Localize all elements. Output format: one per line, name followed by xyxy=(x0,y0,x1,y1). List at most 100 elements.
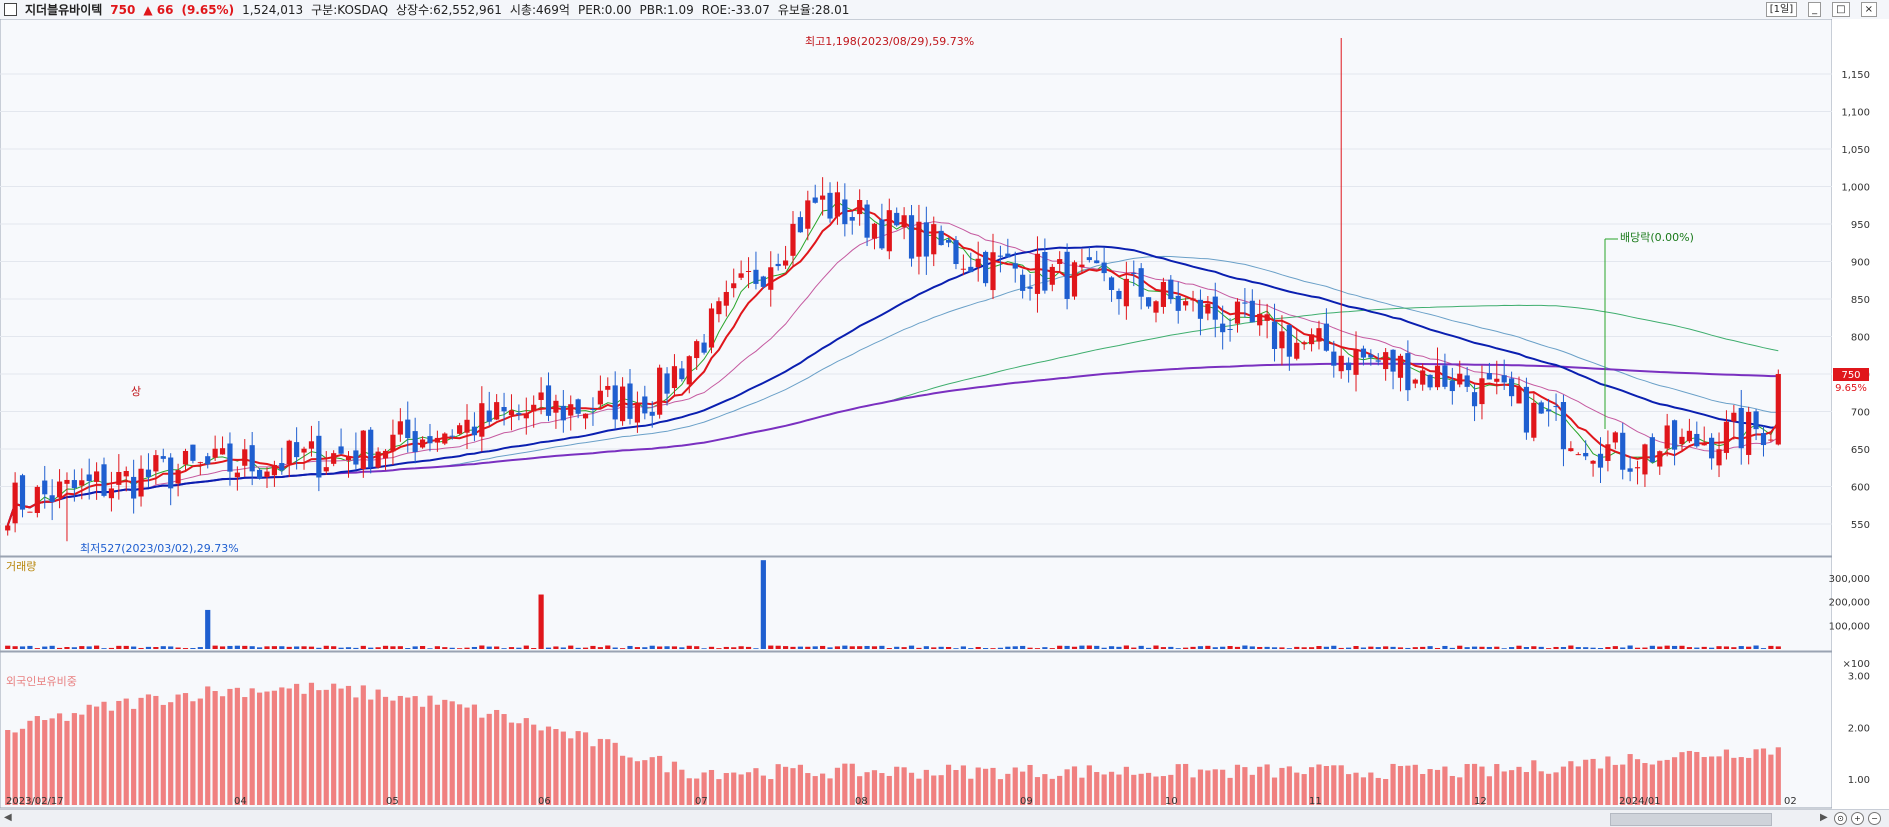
scroll-left-icon[interactable]: ◀ xyxy=(4,812,12,823)
volume-bar xyxy=(1079,645,1085,649)
foreign-bar xyxy=(205,686,211,805)
zoom-in-icon[interactable]: + xyxy=(1851,812,1864,825)
maximize-icon[interactable]: □ xyxy=(1832,2,1850,17)
candle-body xyxy=(375,451,381,468)
volume-bar xyxy=(508,647,515,649)
volume-bar xyxy=(797,646,803,649)
foreign-bar xyxy=(582,732,589,805)
volume-bar xyxy=(101,648,107,649)
candle-body xyxy=(64,479,70,484)
foreign-bar xyxy=(1560,766,1567,805)
candle-body xyxy=(168,457,174,489)
foreign-bar xyxy=(486,713,492,805)
candle-body xyxy=(182,450,189,465)
volume-bar xyxy=(1501,648,1507,649)
scroll-right-icon[interactable]: ▶ xyxy=(1820,812,1828,823)
foreign-bar xyxy=(123,698,129,805)
chart-area[interactable]: 550 600 650 700 750 800 850 900 950 1,000 1,050 1,1… xyxy=(0,19,1889,809)
select-checkbox[interactable] xyxy=(4,3,17,16)
volume-bar xyxy=(945,646,952,649)
zoom-fit-icon[interactable]: ⊙ xyxy=(1834,812,1847,825)
zoom-out-icon[interactable]: − xyxy=(1868,812,1881,825)
horizontal-scrollbar[interactable]: ◀ ▶ ⊙ + − xyxy=(0,809,1889,827)
candle-body xyxy=(131,476,137,499)
scrollbar-thumb[interactable] xyxy=(1610,813,1772,826)
candle-body xyxy=(1012,263,1018,269)
candle-body xyxy=(1723,421,1730,453)
foreign-bar xyxy=(820,773,826,805)
foreign-bar xyxy=(1597,768,1604,805)
candle-body xyxy=(457,425,463,434)
volume-bar xyxy=(745,646,752,649)
volume-bar xyxy=(642,647,648,649)
x-tick-label: 04 xyxy=(234,796,247,807)
volume-bar xyxy=(1368,646,1374,649)
foreign-bar xyxy=(331,683,337,805)
volume-bar xyxy=(1627,645,1633,649)
close-icon[interactable]: × xyxy=(1860,2,1877,17)
volume-bar xyxy=(205,609,211,649)
volume-bar xyxy=(516,647,522,649)
foreign-bar xyxy=(1523,772,1530,805)
foreign-bar xyxy=(983,768,989,805)
candle-body xyxy=(864,204,870,238)
volume-bar xyxy=(827,647,833,649)
foreign-bar xyxy=(449,701,455,805)
candle-body xyxy=(679,368,685,380)
candle-body xyxy=(242,449,248,466)
volume-bar xyxy=(123,645,129,649)
candle-body xyxy=(1190,298,1196,301)
volume-bar xyxy=(1353,646,1359,649)
foreign-bar xyxy=(679,769,685,805)
price-tag-box xyxy=(1833,368,1869,381)
volume-bar xyxy=(1664,645,1670,649)
candle-body xyxy=(1183,301,1189,306)
foreign-bar xyxy=(1760,748,1767,805)
foreign-bar xyxy=(760,775,766,805)
volume-bar xyxy=(345,647,352,649)
candle-body xyxy=(1434,365,1441,388)
foreign-bar xyxy=(1079,777,1085,805)
candle-body xyxy=(1501,375,1507,383)
foreign-bar xyxy=(56,713,63,805)
foreign-bar xyxy=(627,757,633,805)
volume-bar xyxy=(842,645,848,649)
candle-body xyxy=(768,267,774,290)
candle-body xyxy=(331,453,337,464)
volume-bar xyxy=(1434,647,1441,649)
foreign-bar xyxy=(197,698,203,805)
foreign-bar xyxy=(464,707,470,805)
foreign-bar xyxy=(5,730,11,805)
volume-bar xyxy=(286,646,292,649)
candle-body xyxy=(849,217,855,221)
period-button[interactable]: [1일] xyxy=(1765,2,1798,17)
volume-bar xyxy=(1546,648,1552,649)
candle-body xyxy=(960,268,966,270)
foreign-bar xyxy=(1353,772,1359,805)
price-tick-label: 650 xyxy=(1851,445,1870,456)
foreign-bar xyxy=(1701,757,1707,805)
candle-body xyxy=(1634,467,1641,469)
candle-body xyxy=(1590,460,1596,464)
candle-body xyxy=(338,446,344,454)
x-tick-label: 09 xyxy=(1020,796,1033,807)
volume-bar xyxy=(1464,647,1470,649)
candle-body xyxy=(197,462,203,464)
price-tick-label: 1,050 xyxy=(1841,145,1870,156)
candle-body xyxy=(1101,262,1107,274)
candle-body xyxy=(123,470,129,477)
volume-bar xyxy=(471,646,478,649)
foreign-bar xyxy=(301,693,307,805)
foreign-bar xyxy=(1346,774,1352,805)
foreign-bar xyxy=(457,704,463,805)
foreign-bar xyxy=(1057,775,1063,805)
candle-body xyxy=(1709,437,1715,459)
foreign-bar xyxy=(1768,754,1774,805)
minimize-icon[interactable]: _ xyxy=(1808,2,1822,17)
candle-body xyxy=(1612,432,1618,443)
volume-bar xyxy=(1316,646,1322,649)
foreign-bar xyxy=(1316,764,1322,805)
foreign-bar xyxy=(1123,766,1129,805)
volume-bar xyxy=(1390,646,1396,649)
candle-body xyxy=(997,255,1004,257)
